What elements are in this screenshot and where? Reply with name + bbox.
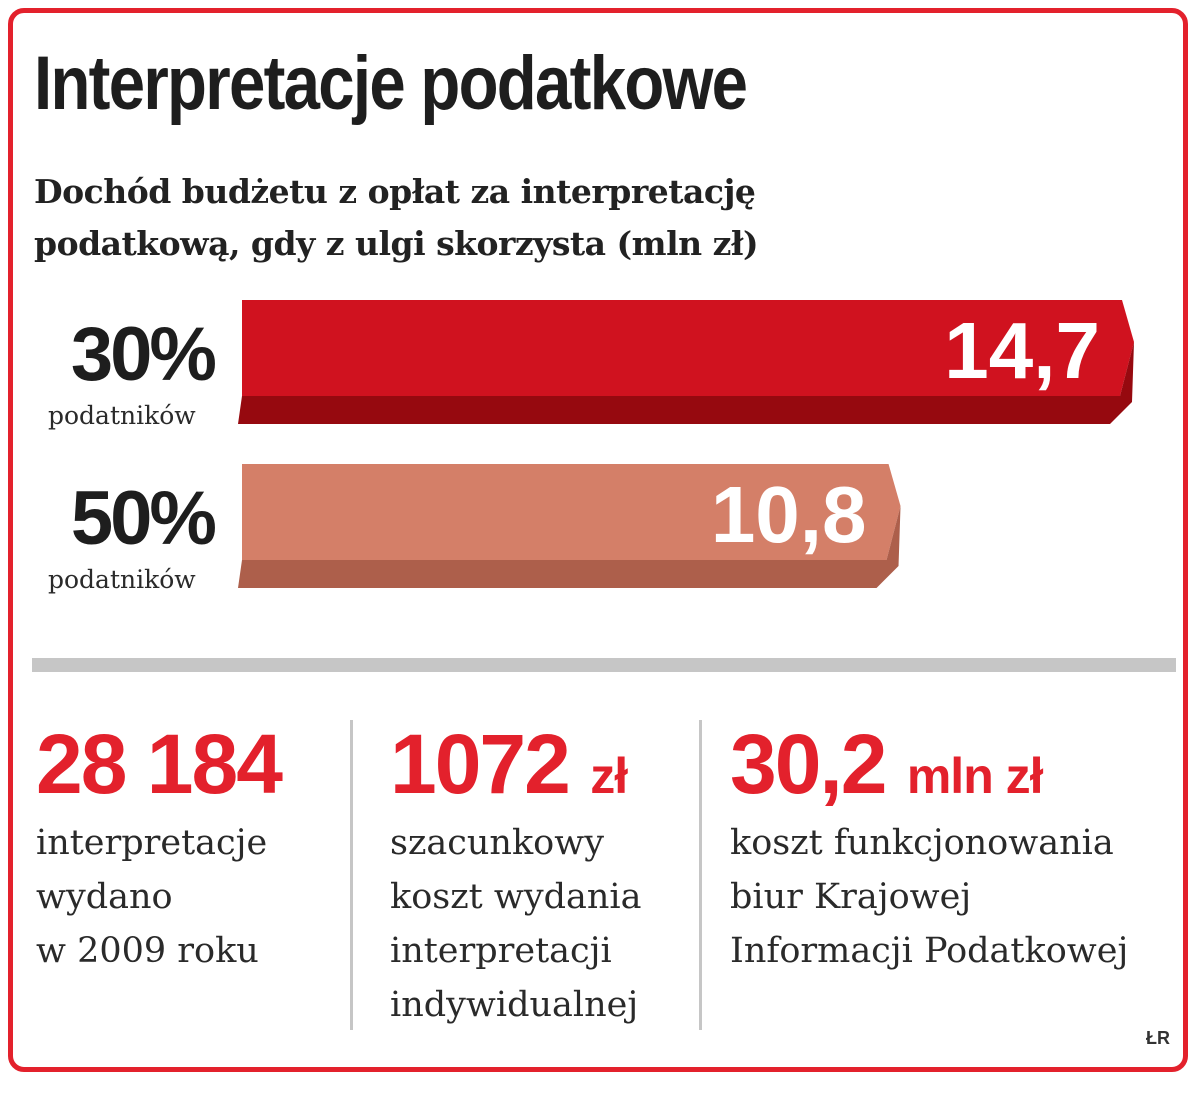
column-divider xyxy=(350,720,353,1030)
category-sublabel: podatników xyxy=(48,401,196,430)
source-credit: ŁR xyxy=(1146,1028,1170,1048)
stat-office-cost: 30,2 mln zł koszt funkcjonowania biur Kr… xyxy=(730,722,1128,978)
stat-description: szacunkowy koszt wydania interpretacji i… xyxy=(390,823,642,1025)
category-sublabel: podatników xyxy=(48,565,196,594)
stat-value: 1072 xyxy=(390,717,571,811)
chart-subtitle: Dochód budżetu z opłat za interpretację … xyxy=(34,172,759,263)
section-divider xyxy=(32,658,1176,672)
bar-shade xyxy=(238,506,901,588)
category-label: 50% xyxy=(71,476,216,561)
bar-value-label: 10,8 xyxy=(711,470,867,559)
page-title: Interpretacje podatkowe xyxy=(34,41,748,126)
bar xyxy=(242,464,901,560)
bar-group: 10,8 50% podatników xyxy=(48,464,901,594)
stat-unit: zł xyxy=(590,748,628,804)
bar-group: 14,7 30% podatników xyxy=(48,300,1134,430)
stat-value: 30,2 xyxy=(730,717,887,811)
stat-cost: 1072 zł szacunkowy koszt wydania interpr… xyxy=(390,722,641,1032)
stat-value: 28 184 xyxy=(36,717,283,811)
bar xyxy=(242,300,1134,396)
stat-unit: mln zł xyxy=(906,748,1044,804)
bar-shade xyxy=(238,342,1134,424)
bar-chart: 14,7 30% podatników 10,8 50% podatników xyxy=(48,300,1134,594)
bar-value-label: 14,7 xyxy=(944,306,1100,395)
stat-description: koszt funkcjonowania biur Krajowej Infor… xyxy=(730,823,1129,971)
column-divider xyxy=(699,720,702,1030)
stat-interpretations: 28 184 interpretacje wydano w 2009 roku xyxy=(36,722,283,978)
stat-description: interpretacje wydano w 2009 roku xyxy=(36,823,268,971)
category-label: 30% xyxy=(71,312,216,397)
